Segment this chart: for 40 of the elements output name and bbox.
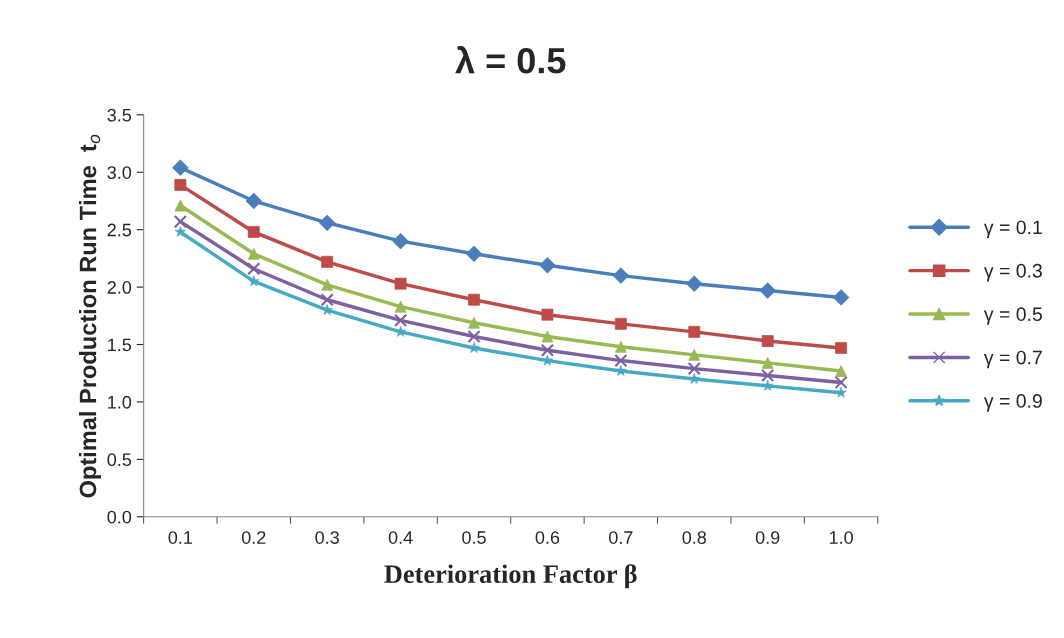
point <box>247 262 261 276</box>
y-tick-label: 0.0 <box>107 510 132 524</box>
x-tick-label: 0.5 <box>462 531 486 544</box>
legend-label: γ = 0.1 <box>983 220 1042 239</box>
y-tick-label: 2.0 <box>107 281 132 294</box>
y-tick-label: 1.0 <box>108 395 132 409</box>
point <box>761 368 775 383</box>
point <box>173 215 187 229</box>
x-tick-label: 0.8 <box>682 531 707 544</box>
legend-label: γ = 0.3 <box>983 263 1042 282</box>
x-tick-label: 1.0 <box>829 531 853 544</box>
point <box>467 329 481 344</box>
point <box>540 343 555 357</box>
chart-title: λ = 0.5 <box>455 46 566 74</box>
x-tick-label: 0.3 <box>315 531 339 544</box>
y-tick-label: 1.5 <box>108 338 132 352</box>
point <box>468 293 480 306</box>
point <box>320 293 334 307</box>
legend-label: γ = 0.5 <box>983 307 1042 325</box>
point <box>465 245 483 262</box>
point <box>394 313 408 327</box>
x-tick-label: 0.9 <box>755 531 780 544</box>
x-tick-label: 0.7 <box>609 531 633 544</box>
y-tick-label: 0.5 <box>107 453 132 467</box>
point <box>539 257 556 274</box>
point <box>614 354 628 368</box>
x-tick-label: 0.4 <box>388 531 413 544</box>
y-axis-title: Optimal Production Run Time t$_{o}$ <box>78 134 101 498</box>
x-tick-label: 0.2 <box>241 531 266 544</box>
x-axis-title: Deterioration Factor β <box>384 564 637 589</box>
point <box>834 375 848 390</box>
y-tick-label: 3.5 <box>107 108 132 122</box>
y-tick-label: 3.0 <box>107 166 132 179</box>
legend-label: γ = 0.7 <box>983 350 1042 369</box>
x-tick-label: 0.1 <box>168 531 193 544</box>
point <box>687 362 701 376</box>
point <box>612 267 630 284</box>
x-tick-label: 0.6 <box>535 531 560 544</box>
y-tick-label: 2.5 <box>107 223 132 237</box>
legend-label: γ = 0.9 <box>983 394 1042 412</box>
